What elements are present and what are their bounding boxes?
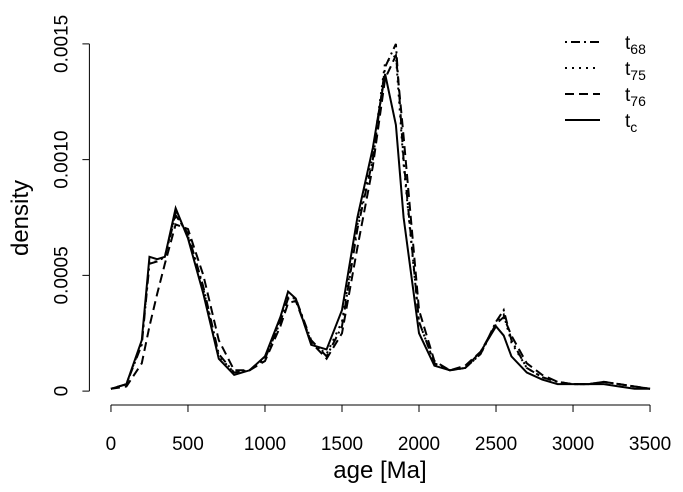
series-line [110, 53, 651, 390]
x-tick-label: 3500 [629, 434, 671, 455]
y-tick-label: 0.0005 [51, 246, 72, 304]
x-tick-label: 2500 [475, 434, 517, 455]
x-tick-label: 3000 [552, 434, 594, 455]
x-tick-label: 500 [172, 434, 204, 455]
series-line [110, 51, 651, 390]
legend-label: t68 [625, 33, 646, 57]
legend-label: tc [625, 111, 637, 135]
y-tick-label: 0.0015 [51, 15, 72, 73]
x-tick-label: 0 [106, 434, 117, 455]
x-tick-label: 1500 [321, 434, 363, 455]
series-line [110, 73, 651, 390]
x-tick-label: 1000 [244, 434, 286, 455]
legend-label: t75 [625, 59, 646, 83]
x-tick-label: 2000 [398, 434, 440, 455]
y-axis-title: density [7, 180, 34, 256]
x-axis-title: age [Ma] [333, 457, 426, 484]
series-line [110, 43, 651, 390]
y-tick-label: 0.0010 [51, 131, 72, 189]
legend-label: t76 [625, 85, 646, 109]
y-tick-label: 0 [51, 386, 72, 397]
